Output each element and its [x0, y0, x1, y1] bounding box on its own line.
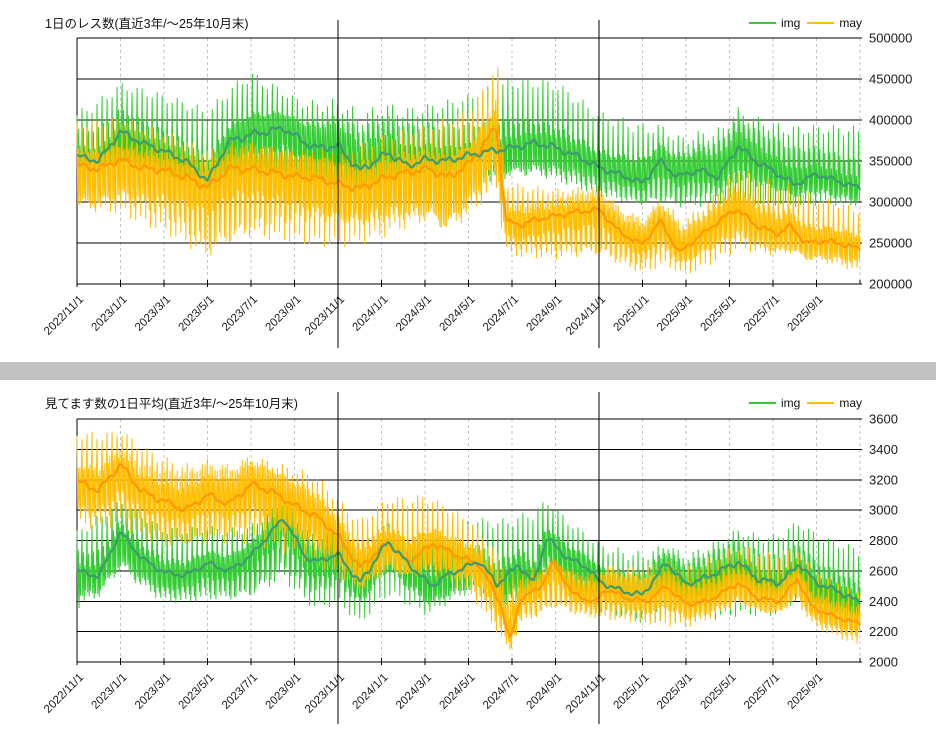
x-axis-tick-label: 2023/1/1 [89, 672, 129, 712]
x-axis-tick-label: 2024/11/1 [564, 672, 608, 716]
responses-chart-title: 1日のレス数(直近3年/～25年10月末) [45, 17, 249, 31]
viewers-chart-title: 見てます数の1日平均(直近3年/～25年10月末) [45, 397, 298, 411]
may-daily-series [76, 67, 861, 274]
may-legend-line [807, 22, 835, 24]
x-axis-tick-label: 2024/9/1 [524, 294, 564, 334]
x-axis-tick-label: 2024/11/1 [564, 294, 608, 338]
x-axis-tick-label: 2025/3/1 [655, 294, 695, 334]
y-axis-tick-label: 300000 [869, 195, 912, 210]
x-axis-tick-label: 2025/9/1 [785, 294, 825, 334]
x-axis-tick-label: 2024/3/1 [394, 672, 434, 712]
legend-label-may: may [839, 16, 862, 30]
x-axis-tick-label: 2023/11/1 [303, 672, 347, 716]
x-axis-tick-label: 2024/5/1 [437, 294, 477, 334]
x-axis-tick-label: 2025/3/1 [655, 672, 695, 712]
x-axis-tick-label: 2023/5/1 [176, 294, 216, 334]
x-axis-tick-label: 2023/11/1 [303, 294, 347, 338]
x-axis-tick-label: 2023/3/1 [133, 672, 173, 712]
x-axis-tick-label: 2023/5/1 [176, 672, 216, 712]
y-axis-tick-label: 2200 [869, 624, 898, 639]
legend-item-img: img [748, 396, 801, 410]
legend-label-img: img [780, 16, 801, 30]
y-axis-tick-label: 2600 [869, 563, 898, 578]
y-axis-tick-label: 400000 [869, 113, 912, 128]
x-axis-tick-label: 2024/1/1 [350, 672, 390, 712]
x-axis-tick-label: 2025/1/1 [611, 294, 651, 334]
x-axis-tick-label: 2022/11/1 [42, 294, 86, 338]
may-moving-average-line [76, 462, 861, 638]
x-axis-tick-label: 2024/5/1 [437, 672, 477, 712]
img-legend-line [748, 402, 776, 404]
y-axis-tick-label: 500000 [869, 31, 912, 46]
legend-label-may: may [839, 396, 862, 410]
legend-item-may: may [807, 16, 862, 30]
x-axis-tick-label: 2024/7/1 [481, 672, 521, 712]
x-axis-tick-label: 2023/1/1 [89, 294, 129, 334]
legend-label-img: img [780, 396, 801, 410]
x-axis-tick-label: 2023/3/1 [133, 294, 173, 334]
y-axis-tick-label: 3200 [869, 472, 898, 487]
y-axis-tick-label: 450000 [869, 72, 912, 87]
legend-item-may: may [807, 396, 862, 410]
x-axis-tick-label: 2025/9/1 [785, 672, 825, 712]
legend-item-img: img [748, 16, 801, 30]
x-axis-tick-label: 2023/7/1 [220, 672, 260, 712]
y-axis-tick-label: 3600 [869, 412, 898, 427]
x-axis-tick-label: 2025/7/1 [742, 294, 782, 334]
may-daily-series [76, 431, 861, 650]
img-moving-average-line [76, 519, 861, 605]
x-axis-tick-label: 2024/7/1 [481, 294, 521, 334]
x-axis-tick-label: 2024/1/1 [350, 294, 390, 334]
x-axis-tick-label: 2023/9/1 [263, 672, 303, 712]
img-moving-average-line [76, 125, 861, 191]
x-axis-tick-label: 2025/5/1 [698, 294, 738, 334]
img-daily-series [76, 501, 861, 624]
x-axis-tick-label: 2025/7/1 [742, 672, 782, 712]
x-axis-tick-label: 2024/3/1 [394, 294, 434, 334]
y-axis-tick-label: 2400 [869, 594, 898, 609]
chart-separator [0, 362, 936, 380]
y-axis-tick-label: 250000 [869, 236, 912, 251]
x-axis-tick-label: 2024/9/1 [524, 672, 564, 712]
responses-chart-canvas: 500000 450000 400000 350000 300000 250000 2000… [42, 20, 912, 348]
viewers-chart-canvas: 3600 3400 3200 3000 2800 2600 2400 2200 2000 2022… [42, 392, 898, 724]
x-axis-tick-label: 2023/7/1 [220, 294, 260, 334]
y-axis-tick-label: 2800 [869, 533, 898, 548]
y-axis-tick-label: 350000 [869, 154, 912, 169]
x-axis-tick-label: 2025/5/1 [698, 672, 738, 712]
y-axis-tick-label: 2000 [869, 655, 898, 670]
y-axis-tick-label: 3000 [869, 503, 898, 518]
y-axis-tick-label: 200000 [869, 277, 912, 292]
y-axis-tick-label: 3400 [869, 442, 898, 457]
x-axis-tick-label: 2025/1/1 [611, 672, 651, 712]
may-moving-average-line [76, 127, 861, 252]
img-legend-line [748, 22, 776, 24]
responses-chart-legend: img may [748, 16, 862, 30]
x-axis-tick-label: 2022/11/1 [42, 672, 86, 716]
viewers-chart-legend: img may [748, 396, 862, 410]
may-legend-line [807, 402, 835, 404]
x-axis-tick-label: 2023/9/1 [263, 294, 303, 334]
